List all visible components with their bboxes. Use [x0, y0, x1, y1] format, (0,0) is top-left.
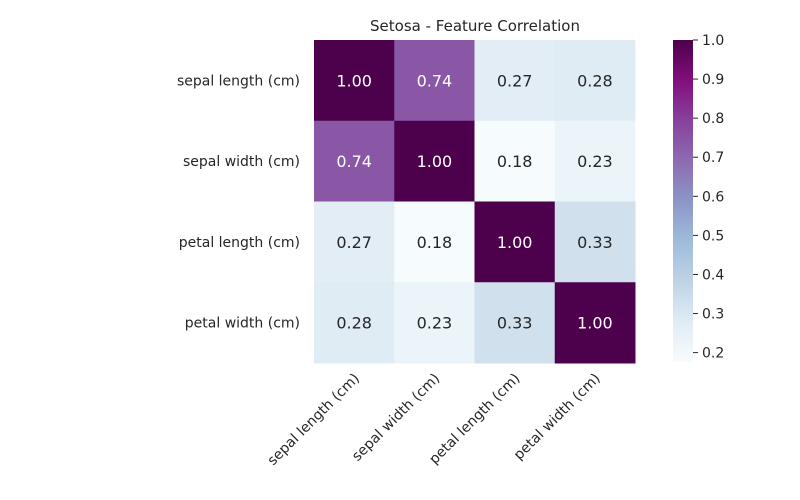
- heatmap-cells: 1.00 0.74 0.27 0.28 0.74 1.00 0.18 0.23 0.27 0.18…: [314, 40, 636, 364]
- heatmap-cell: [474, 40, 556, 122]
- heatmap-cell: [474, 201, 556, 283]
- heatmap-cell: [314, 201, 395, 283]
- row-label: petal length (cm): [179, 235, 300, 251]
- heatmap-cell: [554, 282, 636, 364]
- cell-value-label: 0.74: [417, 71, 453, 90]
- cell-value-label: 0.74: [336, 152, 372, 171]
- row-label: sepal length (cm): [177, 73, 300, 89]
- heatmap-cell: [394, 120, 475, 202]
- colorbar-ticks: 0.2 0.3 0.4 0.5 0.6 0.7 0.8 0.9 1.0: [693, 33, 724, 362]
- colorbar-tick-label: 0.7: [702, 150, 724, 166]
- column-labels: sepal length (cm)sepal width (cm)petal l…: [265, 371, 604, 469]
- cell-value-label: 0.28: [577, 71, 613, 90]
- heatmap-cell: [394, 40, 475, 122]
- chart-title: Setosa - Feature Correlation: [370, 17, 580, 35]
- colorbar-tick-label: 0.4: [702, 267, 724, 283]
- cell-value-label: 0.23: [577, 152, 613, 171]
- cell-value-label: 1.00: [497, 233, 533, 252]
- cell-value-label: 1.00: [336, 71, 372, 90]
- row-label: petal width (cm): [185, 316, 300, 332]
- heatmap-cell: [314, 282, 395, 364]
- cell-value-label: 0.33: [577, 233, 613, 252]
- cell-value-label: 0.23: [417, 314, 453, 333]
- colorbar-tick-label: 0.5: [702, 228, 724, 244]
- cell-value-label: 0.18: [497, 152, 533, 171]
- colorbar-gradient: [673, 40, 693, 362]
- column-label: petal length (cm): [426, 371, 523, 468]
- heatmap-cell: [554, 201, 636, 283]
- column-label: sepal width (cm): [349, 371, 443, 465]
- cell-value-label: 0.27: [336, 233, 372, 252]
- colorbar-tick-label: 0.2: [702, 346, 724, 362]
- colorbar-tick-label: 0.9: [702, 72, 724, 88]
- cell-value-label: 1.00: [417, 152, 453, 171]
- cell-value-label: 0.33: [497, 314, 533, 333]
- heatmap-cell: [314, 40, 395, 122]
- heatmap-cell: [394, 201, 475, 283]
- colorbar-tick-label: 0.6: [702, 189, 724, 205]
- column-label: sepal length (cm): [265, 371, 363, 469]
- cell-value-label: 0.27: [497, 71, 533, 90]
- row-label: sepal width (cm): [183, 154, 300, 170]
- cell-value-label: 1.00: [577, 314, 613, 333]
- column-label: petal width (cm): [511, 371, 604, 464]
- heatmap-cell: [554, 40, 636, 122]
- heatmap-cell: [394, 282, 475, 364]
- colorbar-tick-label: 0.8: [702, 111, 724, 127]
- colorbar-tick-label: 1.0: [702, 33, 724, 49]
- heatmap-cell: [474, 282, 556, 364]
- heatmap-cell: [314, 120, 395, 202]
- colorbar-tick-label: 0.3: [702, 307, 724, 323]
- heatmap-cell: [474, 120, 556, 202]
- cell-value-label: 0.28: [336, 314, 372, 333]
- heatmap-cell: [554, 120, 636, 202]
- cell-value-label: 0.18: [417, 233, 453, 252]
- colorbar: 0.2 0.3 0.4 0.5 0.6 0.7 0.8 0.9 1.0: [673, 33, 724, 362]
- row-labels: sepal length (cm) sepal width (cm) petal l…: [177, 73, 300, 331]
